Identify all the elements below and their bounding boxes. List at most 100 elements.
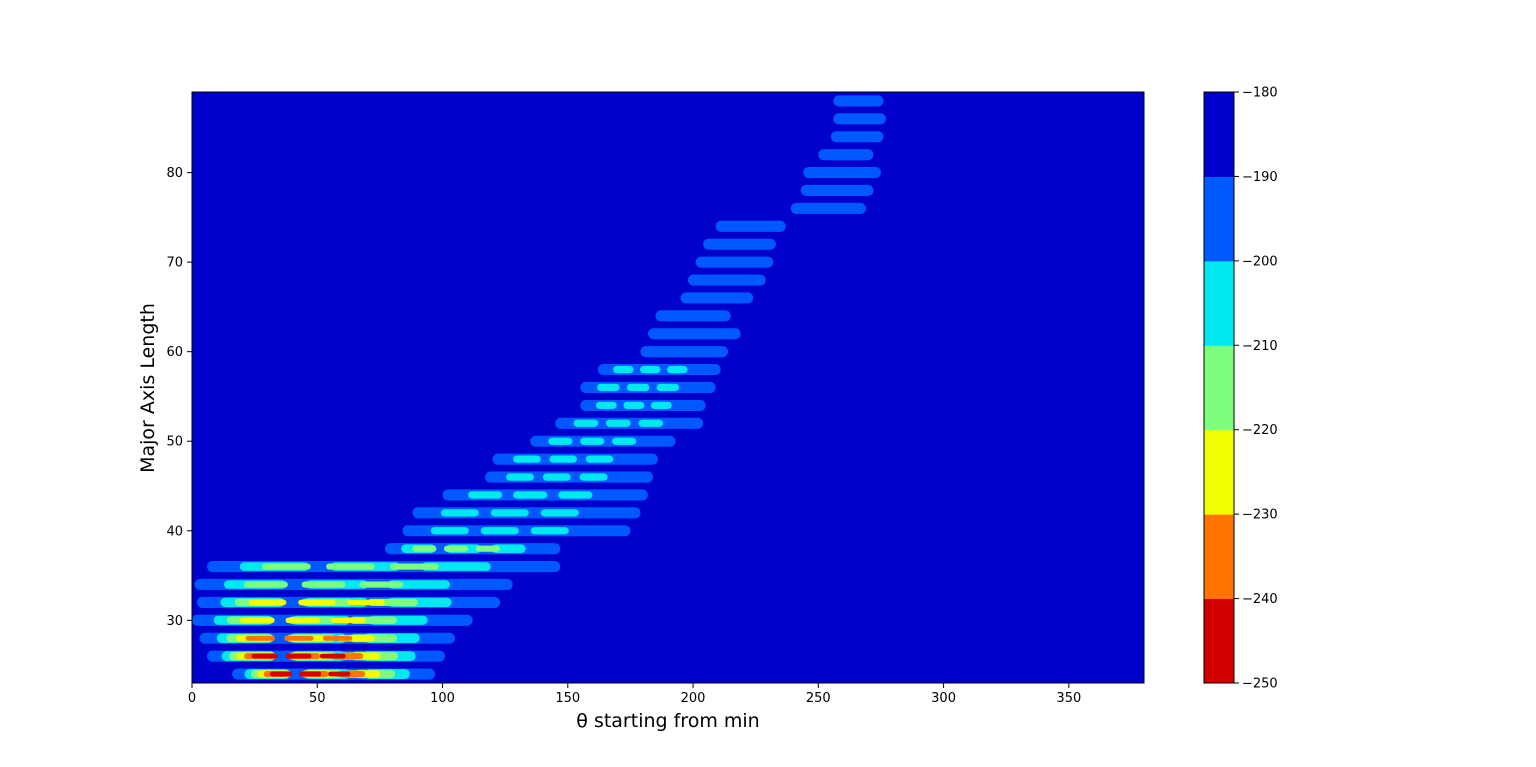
y-tick-label: 50	[166, 435, 183, 450]
contour-level-region	[270, 671, 293, 677]
contour-level-region	[680, 292, 754, 304]
contour-level-region	[623, 401, 645, 409]
contour-band	[207, 650, 445, 662]
contour-level-region	[444, 545, 469, 552]
colorbar-tick-label: −210	[1242, 339, 1278, 354]
y-axis-label: Major Axis Length	[137, 303, 159, 473]
contour-level-region	[506, 473, 534, 481]
colorbar-frame	[1203, 91, 1235, 684]
contour-level-region	[648, 328, 741, 340]
y-tick-label: 70	[166, 256, 183, 271]
contour-band	[580, 399, 706, 411]
colorbar-segment	[1204, 429, 1234, 515]
contour-level-region	[606, 419, 631, 427]
contour-band	[688, 274, 766, 286]
colorbar-ticks: −250 −240 −230 −220 −210 −200 −190 −180	[1234, 86, 1278, 692]
contour-level-region	[440, 509, 479, 517]
contour-level-region	[542, 473, 571, 481]
contour-level-region	[695, 256, 774, 268]
colorbar-segment	[1204, 176, 1234, 262]
colorbar-tick-label: −190	[1242, 170, 1278, 185]
contour-level-region	[475, 545, 500, 552]
x-tick-label: 300	[931, 691, 956, 706]
colorbar-tick-label: −250	[1242, 677, 1278, 692]
contour-level-region	[626, 383, 650, 392]
contour-level-region	[597, 383, 620, 392]
y-tick-label: 80	[166, 166, 183, 181]
colorbar-tick-label: −180	[1242, 86, 1278, 101]
y-axis: 30 40 50 60 70 80	[166, 166, 192, 629]
contour-band	[192, 614, 473, 626]
contour-bands	[192, 95, 886, 680]
contour-level-region	[491, 544, 526, 553]
contour-level-region	[328, 671, 351, 677]
contour-level-region	[667, 365, 688, 374]
contour-level-region	[650, 401, 672, 409]
contour-level-region	[480, 527, 519, 535]
contour-band	[818, 149, 874, 161]
contour-level-region	[468, 491, 503, 499]
contour-band	[680, 292, 754, 304]
contour-level-region	[245, 635, 275, 641]
contour-level-region	[549, 455, 577, 463]
contour-level-region	[513, 455, 541, 463]
contour-level-region	[244, 581, 288, 588]
x-tick-label: 150	[555, 691, 580, 706]
contour-band	[555, 417, 704, 429]
contour-level-region	[595, 401, 617, 409]
contour-level-region	[579, 473, 608, 481]
contour-band	[597, 364, 721, 376]
contour-band	[402, 525, 631, 537]
contour-level-region	[322, 635, 353, 641]
contour-level-region	[251, 653, 278, 659]
contour-level-region	[800, 184, 874, 196]
colorbar-segment	[1204, 92, 1234, 177]
contour-band	[194, 578, 513, 590]
contour-band	[648, 328, 741, 340]
contour-level-region	[421, 562, 491, 571]
colorbar-tick-label: −230	[1242, 508, 1278, 523]
contour-level-region	[638, 419, 664, 427]
plot-area	[191, 91, 1145, 684]
colorbar-tick-label: −200	[1242, 254, 1278, 269]
contour-level-region	[285, 653, 312, 659]
colorbar-segments	[1204, 92, 1234, 684]
contour-band	[197, 596, 501, 608]
contour-band	[207, 561, 561, 573]
contour-level-region	[548, 437, 573, 445]
contour-level-region	[347, 599, 385, 606]
colorbar-tick-label: −240	[1242, 592, 1278, 607]
contour-level-region	[301, 581, 346, 588]
colorbar-tick-label: −220	[1242, 423, 1278, 438]
contour-band	[384, 543, 561, 555]
contour-level-region	[331, 617, 366, 624]
contour-band	[640, 346, 729, 358]
contour-level-region	[249, 599, 287, 606]
contour-band	[232, 668, 435, 680]
x-axis-label: θ starting from min	[576, 710, 759, 732]
contour-band	[199, 632, 455, 644]
contour-level-region	[490, 509, 529, 517]
contour-level-region	[655, 310, 731, 322]
contour-level-region	[284, 635, 314, 641]
colorbar: −250 −240 −230 −220 −210 −200 −190 −180	[1203, 86, 1278, 692]
contour-level-region	[298, 599, 336, 606]
x-tick-label: 250	[806, 691, 831, 706]
contour-level-region	[573, 419, 599, 427]
colorbar-segment	[1204, 345, 1234, 431]
y-tick-label: 60	[166, 345, 183, 360]
contour-band	[412, 507, 641, 519]
contour-level-region	[530, 527, 569, 535]
plot-frame	[191, 91, 1145, 684]
contour-level-region	[830, 131, 884, 143]
colorbar-segment	[1204, 260, 1234, 346]
contour-band	[530, 435, 676, 447]
contour-band	[803, 167, 881, 179]
contour-level-region	[612, 437, 637, 445]
contour-level-region	[387, 580, 450, 589]
colorbar-segment	[1204, 598, 1234, 684]
contour-band	[830, 131, 884, 143]
contour-level-region	[715, 220, 786, 232]
x-axis: 0 50 100 150 200 250 300 350	[188, 683, 1081, 706]
